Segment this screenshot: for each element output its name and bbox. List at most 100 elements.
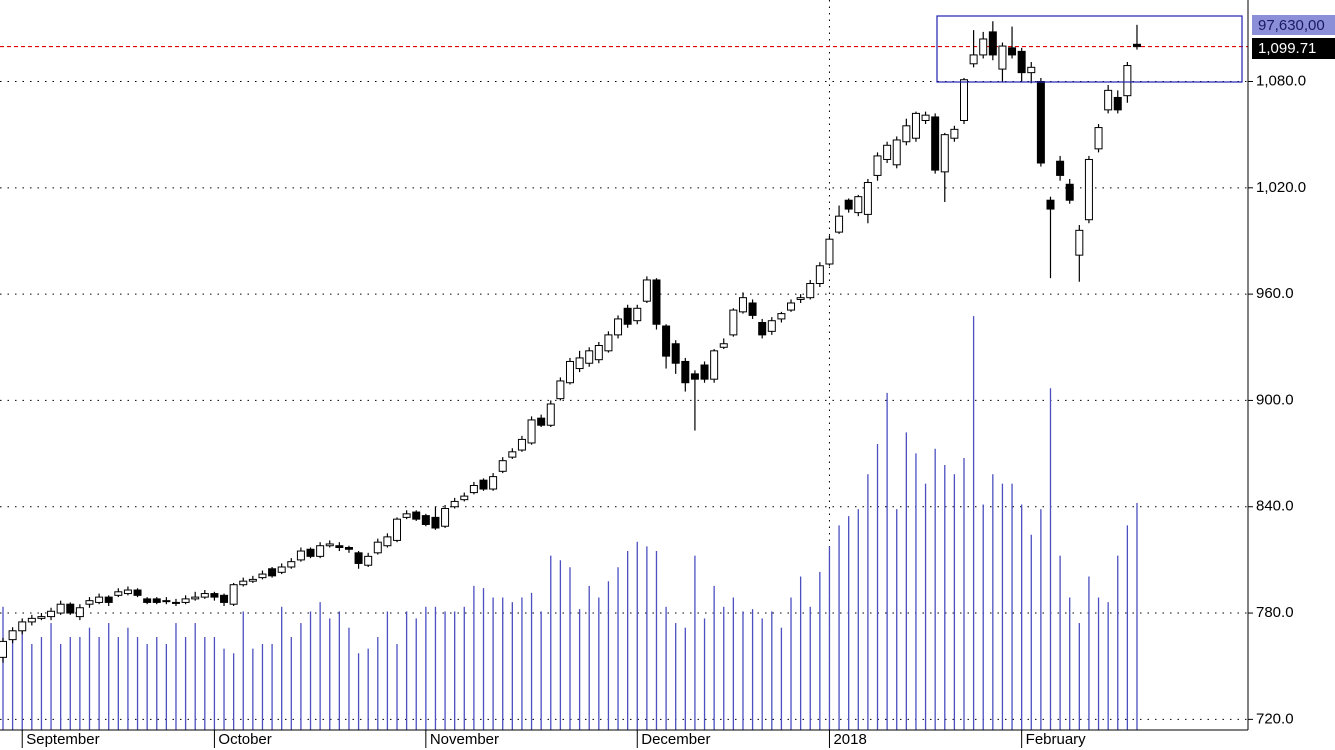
candle-body: [969, 54, 978, 65]
candle-body: [854, 196, 863, 214]
candle-body: [950, 128, 959, 139]
candle-body: [1104, 89, 1113, 111]
candle-body: [767, 320, 776, 332]
x-tick-label: October: [218, 731, 271, 748]
candle-body: [75, 607, 84, 618]
candle-body: [979, 38, 988, 56]
candle-body: [796, 297, 805, 300]
candle-body: [479, 479, 488, 490]
candle-body: [1046, 199, 1055, 210]
candle-body: [575, 357, 584, 370]
candle-body: [248, 578, 257, 582]
candle-body: [171, 601, 180, 604]
candle-body: [239, 580, 248, 586]
candle-body: [123, 589, 132, 595]
candle-body: [287, 561, 296, 568]
candle-body: [527, 419, 536, 444]
y-tick-label: 720.0: [1256, 710, 1294, 727]
candle-body: [1008, 47, 1017, 56]
candle-body: [835, 215, 844, 233]
candle-body: [460, 495, 469, 501]
x-tick-label: November: [430, 731, 499, 748]
candle-body: [537, 417, 546, 426]
x-tick-label: September: [26, 731, 99, 748]
x-tick-label: February: [1026, 731, 1087, 748]
candle-body: [594, 345, 603, 361]
candle-body: [758, 321, 767, 336]
candle-body: [642, 279, 651, 302]
candle-body: [546, 403, 555, 426]
candle-body: [710, 350, 719, 380]
candle-body: [1017, 50, 1026, 74]
candle-body: [383, 536, 392, 547]
candle-body: [85, 600, 94, 605]
candle-body: [220, 594, 229, 603]
candle-body: [652, 279, 661, 325]
candle-body: [1094, 127, 1103, 150]
candle-body: [940, 134, 949, 173]
candle-body: [633, 307, 642, 322]
candle-body: [412, 511, 421, 520]
candle-body: [911, 112, 920, 139]
candle-body: [1027, 66, 1036, 74]
candle-body: [719, 343, 728, 348]
candle-body: [268, 568, 277, 577]
candle-body: [27, 617, 36, 623]
candle-body: [335, 545, 344, 548]
candle-body: [152, 598, 161, 603]
candle-body: [662, 325, 671, 357]
candle-body: [373, 541, 382, 554]
candle-body: [114, 591, 123, 596]
candle-body: [1123, 65, 1132, 97]
candle-body: [277, 566, 286, 573]
candle-body: [95, 596, 104, 603]
candle-body: [892, 139, 901, 166]
candle-body: [556, 380, 565, 400]
candle-body: [450, 500, 459, 508]
candle-body: [143, 598, 152, 603]
candle-body: [364, 555, 373, 566]
candle-body: [508, 451, 517, 458]
candle-body: [1113, 96, 1122, 111]
candle-body: [306, 548, 315, 557]
candle-body: [729, 309, 738, 336]
candle-body: [8, 630, 17, 641]
candle-body: [498, 460, 507, 472]
candle-body: [181, 598, 190, 603]
candle-body: [825, 238, 834, 265]
close-label-box: [1252, 38, 1335, 59]
candle-body: [296, 550, 305, 561]
volume-label-box: [1252, 15, 1335, 35]
candle-body: [56, 603, 65, 614]
candle-body: [614, 318, 623, 336]
candle-body: [988, 31, 997, 56]
candle-body: [748, 302, 757, 316]
candle-body: [1056, 160, 1065, 176]
candle-body: [258, 573, 267, 579]
candle-body: [66, 603, 75, 614]
x-tick-label: December: [641, 731, 710, 748]
candle-body: [806, 282, 815, 299]
candle-body: [325, 543, 334, 547]
candle-body: [623, 307, 632, 325]
candle-body: [815, 265, 824, 284]
y-tick-label: 780.0: [1256, 604, 1294, 621]
candle-body: [960, 79, 968, 121]
candle-body: [883, 144, 892, 160]
last-close-label: 1,099.71: [1258, 40, 1316, 57]
candle-body: [18, 621, 27, 632]
candle-body: [469, 484, 478, 494]
candle-layer: [0, 21, 1141, 663]
candle-body: [921, 114, 930, 121]
candle-body: [690, 373, 699, 380]
candle-body: [191, 596, 200, 600]
candle-body: [844, 199, 853, 210]
candle-body: [700, 364, 709, 380]
candle-body: [441, 508, 450, 527]
candle-body: [489, 476, 498, 490]
candle-body: [162, 600, 171, 603]
highlight-box: [936, 15, 1243, 83]
x-tick-label: 2018: [833, 731, 866, 748]
